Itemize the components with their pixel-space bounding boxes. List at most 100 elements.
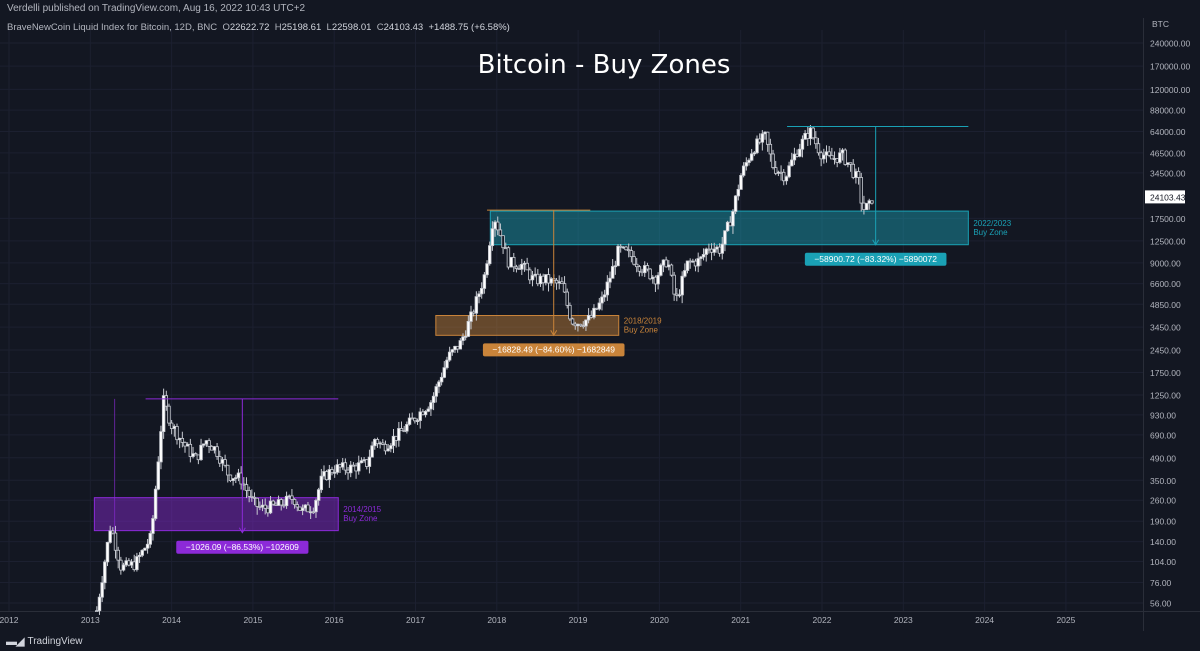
candle-up (610, 266, 615, 279)
time-tick-label: 2016 (325, 615, 344, 625)
candle-down (215, 446, 219, 457)
candle-up (749, 153, 754, 161)
price-axis-unit: BTC (1152, 19, 1169, 29)
candles (95, 125, 874, 615)
candle-down (637, 266, 642, 272)
candle-down (565, 291, 569, 306)
candle-down (811, 127, 815, 139)
candle-up (287, 495, 291, 498)
candle-up (445, 359, 449, 369)
time-tick-label: 2017 (406, 615, 425, 625)
price-tick-label: 190.00 (1150, 517, 1176, 527)
candle-up (867, 200, 871, 204)
candle-up (824, 151, 829, 156)
candle-down (290, 495, 294, 500)
candle-down (255, 497, 259, 507)
candle-down (298, 506, 302, 511)
candle-up (720, 243, 724, 254)
candle-up (105, 541, 110, 563)
candle-up (680, 275, 684, 296)
candle-down (859, 177, 863, 204)
candle-down (399, 428, 404, 432)
candle-down (196, 454, 201, 461)
candle-up (822, 154, 826, 160)
candle-down (707, 248, 711, 251)
candle-up (418, 411, 422, 421)
ohlc-low-key: L (326, 22, 332, 33)
candle-up (108, 530, 112, 543)
candle-up (736, 188, 740, 197)
price-tick-label: 690.00 (1150, 430, 1176, 440)
time-tick-label: 2025 (1056, 615, 1075, 625)
publisher-info: Verdelli published on TradingView.com, A… (7, 3, 306, 14)
last-price-label: 24103.43 (1150, 192, 1186, 202)
candle-down (330, 469, 334, 474)
candle-up (97, 596, 102, 612)
candle-up (592, 307, 596, 318)
candle-down (242, 483, 246, 486)
candle-down (498, 229, 503, 237)
ohlc-change: +1488.75 (+6.58%) (428, 22, 510, 33)
drawdown-label-bg (176, 540, 309, 554)
candle-up (202, 443, 206, 446)
candle-up (140, 549, 144, 556)
drawdown-label-text: −58900.72 (−83.32%) −5890072 (814, 254, 937, 264)
candle-up (103, 561, 107, 584)
candle-down (343, 462, 348, 471)
candle-up (431, 395, 436, 403)
candle-down (252, 496, 257, 499)
candle-up (423, 410, 428, 416)
candle-down (247, 490, 251, 497)
candle-up (204, 440, 209, 445)
price-axis: BTC 240000.00 170000.00 120000.00 88000.00 64… (1145, 19, 1190, 609)
time-tick-label: 2024 (975, 615, 994, 625)
price-tick-label: 17500.00 (1150, 214, 1186, 224)
candle-down (757, 138, 762, 143)
candle-up (124, 560, 128, 566)
candle-down (207, 440, 211, 447)
candle-down (127, 560, 131, 566)
tradingview-brand: TradingView (27, 636, 83, 647)
candle-up (522, 262, 527, 265)
time-tick-label: 2021 (731, 615, 750, 625)
drawdown-label: −16828.49 (−84.60%) −1682849 (482, 343, 625, 357)
candle-up (840, 149, 845, 154)
candle-up (712, 248, 716, 253)
time-tick-label: 2018 (487, 615, 506, 625)
candle-up (493, 221, 497, 230)
candle-down (210, 445, 214, 451)
candle-up (549, 278, 553, 284)
candle-up (474, 296, 479, 314)
candle-up (803, 133, 807, 140)
price-tick-label: 3450.00 (1150, 323, 1181, 333)
candle-up (453, 345, 457, 351)
candle-up (156, 461, 160, 490)
candle-up (415, 420, 420, 422)
buy-zone-label: Buy Zone (973, 228, 1008, 237)
buy-zone-label: 2014/2015 (343, 505, 381, 514)
candle-up (683, 270, 687, 277)
candle-down (618, 245, 623, 248)
candle-up (600, 296, 604, 304)
candle-up (373, 439, 377, 447)
candle-down (546, 274, 551, 284)
candle-up (135, 556, 139, 571)
candle-up (605, 281, 610, 296)
candle-up (784, 176, 789, 182)
candle-down (324, 471, 329, 481)
candle-down (132, 561, 136, 571)
candle-up (808, 127, 813, 140)
candle-down (541, 275, 545, 284)
candle-down (381, 442, 385, 445)
time-tick-label: 2012 (0, 615, 19, 625)
candle-down (183, 442, 187, 447)
drawdown-label-bg (804, 252, 947, 266)
drawdown-label: −58900.72 (−83.32%) −5890072 (804, 252, 947, 266)
time-tick-label: 2023 (894, 615, 913, 625)
candle-down (819, 152, 823, 160)
candle-down (266, 507, 270, 514)
drawdown-label-text: −1026.09 (−86.53%) −102609 (186, 542, 299, 552)
price-tick-label: 240000.00 (1150, 39, 1190, 49)
drawdown-label-bg (482, 343, 625, 357)
